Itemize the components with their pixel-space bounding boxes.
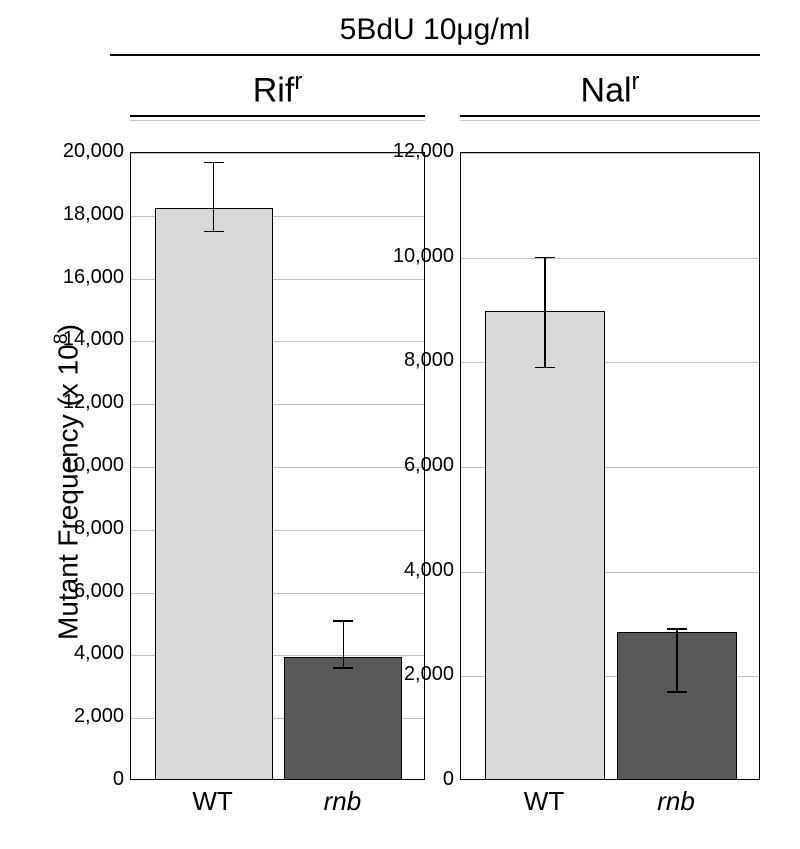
xtick-label: WT: [484, 786, 604, 817]
bar-rif-WT: [155, 208, 273, 779]
xtick-label: rnb: [283, 786, 401, 817]
ytick-label: 2,000: [404, 663, 454, 686]
panel-title-text: Rif: [253, 71, 295, 109]
ytick-label: 2,000: [74, 705, 124, 728]
gridline: [461, 153, 759, 154]
ytick-label: 6,000: [404, 454, 454, 477]
panel-title-sup: r: [294, 68, 302, 95]
panel-title-nal: Nalr: [460, 68, 760, 110]
panel-title-rule-shadow-nal: [460, 120, 760, 121]
errorbar: [544, 258, 546, 368]
super-title: 5BdU 10μg/ml: [110, 13, 760, 47]
ytick-label: 8,000: [74, 517, 124, 540]
ytick-label: 0: [443, 768, 454, 791]
panel-title-sup: r: [632, 68, 640, 95]
xtick-label: rnb: [616, 786, 736, 817]
ytick-label: 10,000: [63, 454, 124, 477]
ytick-label: 16,000: [63, 266, 124, 289]
panel-title-rif: Rifr: [130, 68, 425, 110]
errorbar-cap: [333, 620, 353, 622]
ytick-label: 4,000: [404, 559, 454, 582]
ytick-label: 18,000: [63, 203, 124, 226]
errorbar: [676, 629, 678, 692]
figure-root: 5BdU 10μg/ml Mutant Frequency (x 108) Ri…: [0, 0, 800, 849]
xtick-label: WT: [154, 786, 272, 817]
errorbar-cap: [667, 691, 687, 693]
ytick-label: 6,000: [74, 580, 124, 603]
ytick-label: 12,000: [393, 140, 454, 163]
ytick-label: 4,000: [74, 642, 124, 665]
errorbar: [213, 162, 215, 231]
errorbar-cap: [333, 667, 353, 669]
errorbar-cap: [535, 257, 555, 259]
gridline: [131, 153, 424, 154]
ytick-label: 14,000: [63, 328, 124, 351]
errorbar-cap: [535, 367, 555, 369]
panel-title-rule-rif: [130, 115, 425, 117]
errorbar-cap: [204, 162, 224, 164]
bar-rif-rnb: [284, 657, 402, 779]
errorbar-cap: [667, 628, 687, 630]
gridline: [461, 258, 759, 259]
chart-nal: [460, 152, 760, 780]
ytick-label: 0: [113, 768, 124, 791]
errorbar-cap: [204, 231, 224, 233]
ytick-label: 10,000: [393, 245, 454, 268]
errorbar: [343, 621, 345, 668]
ytick-label: 8,000: [404, 349, 454, 372]
chart-rif: [130, 152, 425, 780]
panel-title-rule-shadow-rif: [130, 120, 425, 121]
panel-title-rule-nal: [460, 115, 760, 117]
super-title-rule: [110, 54, 760, 56]
ytick-label: 12,000: [63, 391, 124, 414]
bar-nal-WT: [485, 311, 605, 779]
panel-title-text: Nal: [581, 71, 632, 109]
ytick-label: 20,000: [63, 140, 124, 163]
